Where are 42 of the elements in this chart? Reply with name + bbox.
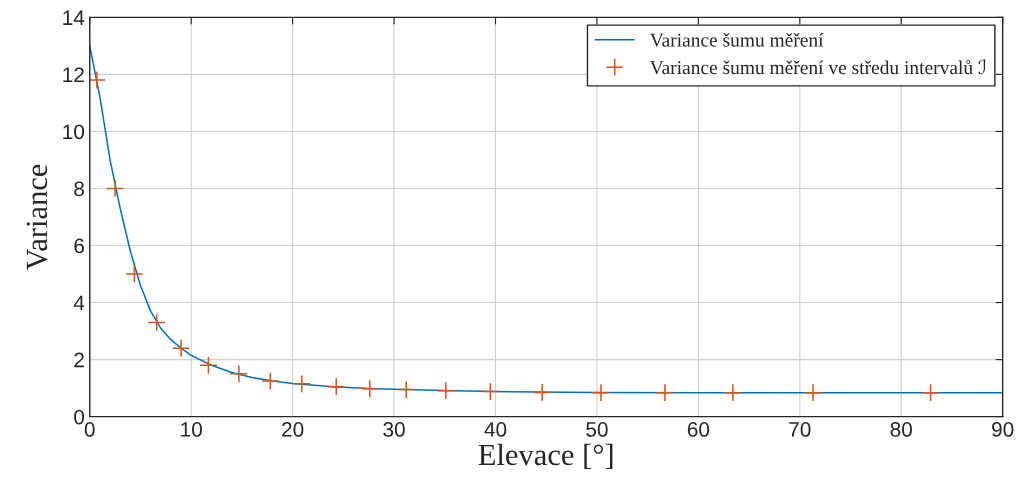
y-tick-label: 2 xyxy=(74,352,84,368)
point xyxy=(171,339,191,358)
x-tick-label: 10 xyxy=(181,422,202,437)
x-tick-label: 0 xyxy=(84,422,95,437)
y-tick-label: 8 xyxy=(74,181,84,197)
point xyxy=(125,264,144,284)
x-tick-label: 70 xyxy=(789,422,811,437)
point xyxy=(921,383,940,402)
point xyxy=(292,374,311,393)
point xyxy=(89,71,106,90)
x-tick-label: 90 xyxy=(992,422,1014,437)
point xyxy=(229,364,248,383)
y-tick-label: 4 xyxy=(73,295,85,311)
y-axis-title: Variance xyxy=(26,164,48,271)
point xyxy=(655,383,674,402)
x-tick-label: 60 xyxy=(687,422,710,437)
x-tick-label: 50 xyxy=(586,422,608,437)
point xyxy=(591,383,611,402)
point xyxy=(147,313,166,332)
point xyxy=(436,381,455,400)
point xyxy=(327,377,346,396)
legend-label: Variance šumu měření ve středu intervalů ℐ xyxy=(649,59,987,75)
point xyxy=(723,383,742,402)
y-tick-label: 0 xyxy=(74,409,85,425)
y-tick-label: 6 xyxy=(74,238,84,254)
x-tick-label: 30 xyxy=(383,422,405,437)
point xyxy=(360,379,379,398)
point xyxy=(533,383,552,402)
x-tick-label: 80 xyxy=(890,422,912,437)
x-tick-label: 20 xyxy=(282,422,304,437)
point xyxy=(481,382,500,401)
x-tick-label: 40 xyxy=(484,422,507,437)
point xyxy=(261,371,280,391)
x-axis-title: Elevace [°] xyxy=(478,443,613,469)
point xyxy=(106,179,125,198)
point xyxy=(803,383,823,402)
point xyxy=(397,380,416,399)
point xyxy=(199,356,218,375)
y-tick-label: 14 xyxy=(63,10,85,25)
y-tick-label: 12 xyxy=(63,67,84,82)
legend-label: Variance šumu měření xyxy=(649,33,824,47)
y-tick-label: 10 xyxy=(63,124,85,140)
